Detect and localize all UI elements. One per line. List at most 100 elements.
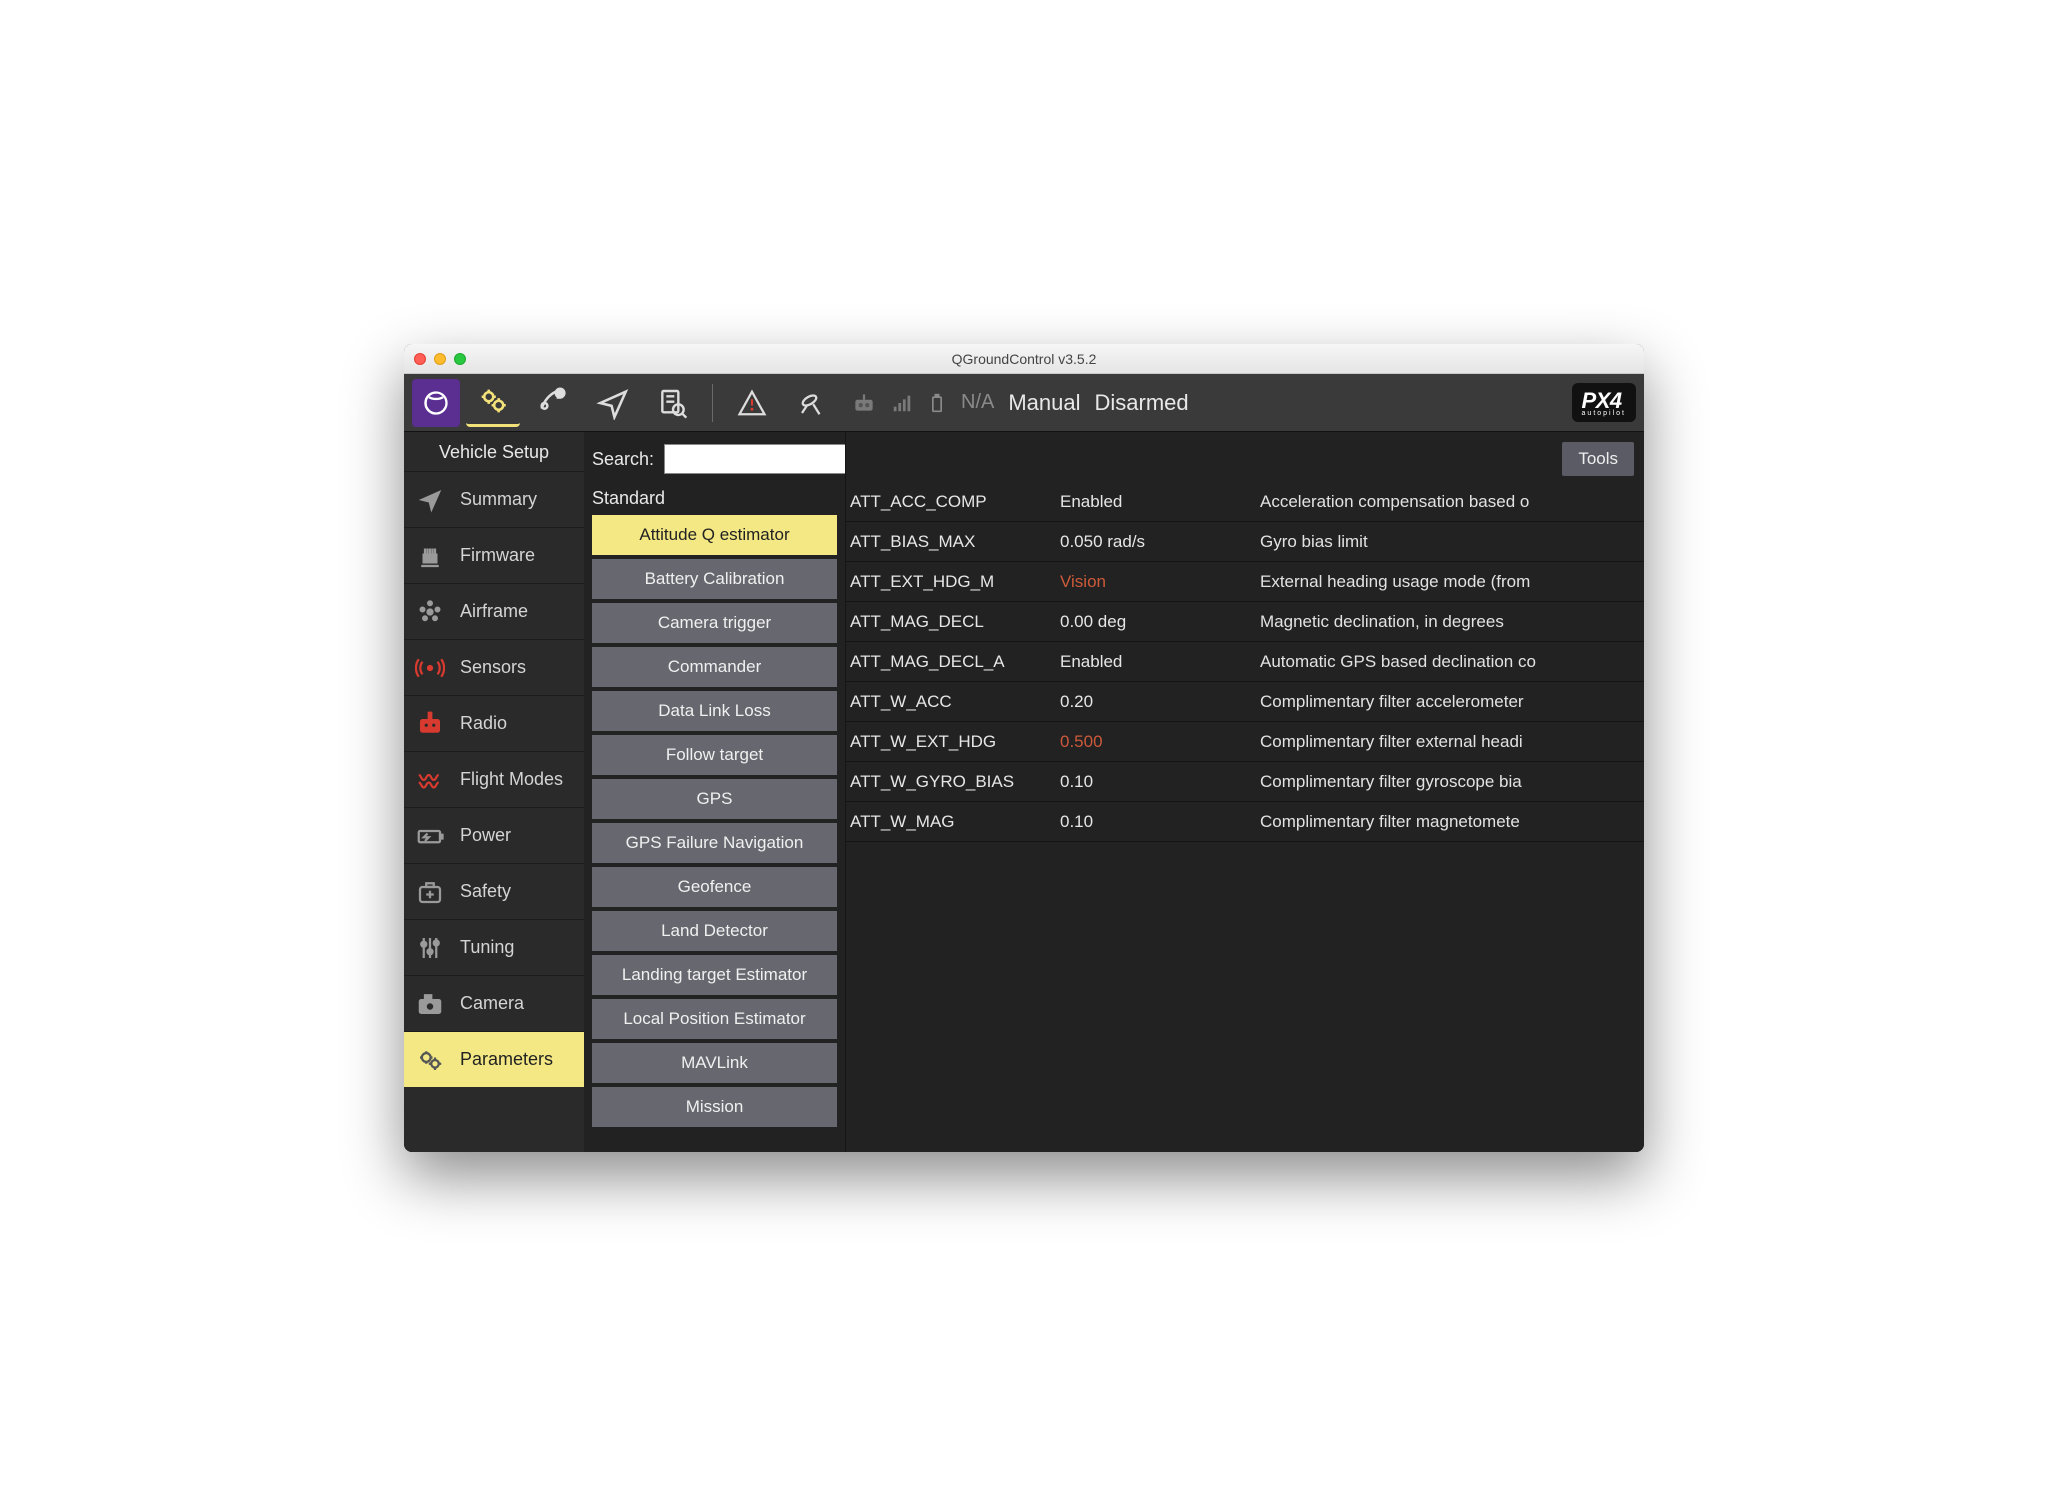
- param-row[interactable]: ATT_MAG_DECL_A Enabled Automatic GPS bas…: [846, 642, 1644, 682]
- sidebar-item-radio[interactable]: Radio: [404, 695, 584, 751]
- group-camera-trigger[interactable]: Camera trigger: [592, 603, 837, 643]
- param-row[interactable]: ATT_ACC_COMP Enabled Acceleration compen…: [846, 482, 1644, 522]
- search-input[interactable]: [664, 444, 846, 474]
- gears-icon: [412, 1042, 448, 1078]
- svg-text:B: B: [557, 389, 563, 399]
- group-local-position-estimator[interactable]: Local Position Estimator: [592, 999, 837, 1039]
- param-name: ATT_W_GYRO_BIAS: [850, 772, 1060, 792]
- sidebar-item-tuning[interactable]: Tuning: [404, 919, 584, 975]
- zoom-icon[interactable]: [454, 353, 466, 365]
- battery-icon: [412, 818, 448, 854]
- parameter-groups-panel: Search: Clear Standard Attitude Q estima…: [584, 432, 846, 1152]
- param-description: Complimentary filter accelerometer: [1260, 692, 1640, 712]
- radio-icon: [412, 706, 448, 742]
- param-value: 0.500: [1060, 732, 1260, 752]
- sidebar-item-firmware[interactable]: Firmware: [404, 527, 584, 583]
- plan-view-button[interactable]: B: [526, 379, 580, 427]
- content-body: Vehicle Setup SummaryFirmwareAirframeSen…: [404, 432, 1644, 1152]
- sidebar-item-flight-modes[interactable]: Flight Modes: [404, 751, 584, 807]
- search-label: Search:: [592, 449, 654, 470]
- group-commander[interactable]: Commander: [592, 647, 837, 687]
- signal-icon: [891, 392, 913, 414]
- analyze-view-button[interactable]: [646, 379, 700, 427]
- param-row[interactable]: ATT_W_MAG 0.10 Complimentary filter magn…: [846, 802, 1644, 842]
- sidebar-item-label: Firmware: [460, 545, 535, 566]
- sidebar-item-label: Airframe: [460, 601, 528, 622]
- param-name: ATT_W_MAG: [850, 812, 1060, 832]
- param-description: Gyro bias limit: [1260, 532, 1640, 552]
- group-mission[interactable]: Mission: [592, 1087, 837, 1127]
- sidebar-item-label: Tuning: [460, 937, 514, 958]
- param-row[interactable]: ATT_W_ACC 0.20 Complimentary filter acce…: [846, 682, 1644, 722]
- sidebar-item-sensors[interactable]: Sensors: [404, 639, 584, 695]
- plane-icon: [412, 482, 448, 518]
- sidebar-item-parameters[interactable]: Parameters: [404, 1031, 584, 1087]
- flight-mode[interactable]: Manual: [1008, 390, 1080, 416]
- param-value: 0.20: [1060, 692, 1260, 712]
- messages-button[interactable]: [725, 379, 779, 427]
- group-land-detector[interactable]: Land Detector: [592, 911, 837, 951]
- sidebar-item-camera[interactable]: Camera: [404, 975, 584, 1031]
- medkit-icon: [412, 874, 448, 910]
- sidebar-item-label: Summary: [460, 489, 537, 510]
- param-value: 0.10: [1060, 812, 1260, 832]
- sidebar-item-label: Sensors: [460, 657, 526, 678]
- param-row[interactable]: ATT_W_GYRO_BIAS 0.10 Complimentary filte…: [846, 762, 1644, 802]
- main-toolbar: B N/A Manual Disarmed: [404, 374, 1644, 432]
- param-row[interactable]: ATT_BIAS_MAX 0.050 rad/s Gyro bias limit: [846, 522, 1644, 562]
- parameters-panel: Tools ATT_ACC_COMP Enabled Acceleration …: [846, 432, 1644, 1152]
- param-value: 0.10: [1060, 772, 1260, 792]
- sidebar-item-label: Safety: [460, 881, 511, 902]
- autopilot-logo: PX4autopilot: [1572, 383, 1636, 422]
- tools-button[interactable]: Tools: [1562, 442, 1634, 476]
- param-name: ATT_W_EXT_HDG: [850, 732, 1060, 752]
- status-group: N/A Manual Disarmed: [851, 390, 1189, 416]
- param-name: ATT_W_ACC: [850, 692, 1060, 712]
- param-name: ATT_MAG_DECL: [850, 612, 1060, 632]
- param-row[interactable]: ATT_MAG_DECL 0.00 deg Magnetic declinati…: [846, 602, 1644, 642]
- sidebar-item-summary[interactable]: Summary: [404, 471, 584, 527]
- gps-button[interactable]: [785, 379, 839, 427]
- param-name: ATT_EXT_HDG_M: [850, 572, 1060, 592]
- app-menu-button[interactable]: [412, 379, 460, 427]
- dots-icon: [412, 594, 448, 630]
- group-gps[interactable]: GPS: [592, 779, 837, 819]
- param-description: Complimentary filter gyroscope bia: [1260, 772, 1640, 792]
- sidebar-item-label: Flight Modes: [460, 769, 563, 790]
- sensors-icon: [412, 650, 448, 686]
- group-follow-target[interactable]: Follow target: [592, 735, 837, 775]
- group-battery-calibration[interactable]: Battery Calibration: [592, 559, 837, 599]
- group-gps-failure-navigation[interactable]: GPS Failure Navigation: [592, 823, 837, 863]
- toolbar-separator: [712, 384, 713, 422]
- param-description: Complimentary filter external headi: [1260, 732, 1640, 752]
- sidebar-item-airframe[interactable]: Airframe: [404, 583, 584, 639]
- sidebar-item-safety[interactable]: Safety: [404, 863, 584, 919]
- group-mavlink[interactable]: MAVLink: [592, 1043, 837, 1083]
- arm-state[interactable]: Disarmed: [1095, 390, 1189, 416]
- group-data-link-loss[interactable]: Data Link Loss: [592, 691, 837, 731]
- group-geofence[interactable]: Geofence: [592, 867, 837, 907]
- param-value: Enabled: [1060, 652, 1260, 672]
- param-name: ATT_ACC_COMP: [850, 492, 1060, 512]
- chip-icon: [412, 538, 448, 574]
- param-row[interactable]: ATT_W_EXT_HDG 0.500 Complimentary filter…: [846, 722, 1644, 762]
- group-landing-target-estimator[interactable]: Landing target Estimator: [592, 955, 837, 995]
- window-title: QGroundControl v3.5.2: [404, 351, 1644, 367]
- fly-view-button[interactable]: [586, 379, 640, 427]
- param-value: 0.050 rad/s: [1060, 532, 1260, 552]
- param-description: Complimentary filter magnetomete: [1260, 812, 1640, 832]
- param-row[interactable]: ATT_EXT_HDG_M Vision External heading us…: [846, 562, 1644, 602]
- battery-text: N/A: [961, 391, 994, 414]
- sidebar-item-power[interactable]: Power: [404, 807, 584, 863]
- traffic-lights: [414, 353, 466, 365]
- param-name: ATT_MAG_DECL_A: [850, 652, 1060, 672]
- param-value: 0.00 deg: [1060, 612, 1260, 632]
- group-attitude-q-estimator[interactable]: Attitude Q estimator: [592, 515, 837, 555]
- camera-icon: [412, 986, 448, 1022]
- param-description: Magnetic declination, in degrees: [1260, 612, 1640, 632]
- minimize-icon[interactable]: [434, 353, 446, 365]
- setup-view-button[interactable]: [466, 379, 520, 427]
- param-name: ATT_BIAS_MAX: [850, 532, 1060, 552]
- sidebar-item-label: Power: [460, 825, 511, 846]
- close-icon[interactable]: [414, 353, 426, 365]
